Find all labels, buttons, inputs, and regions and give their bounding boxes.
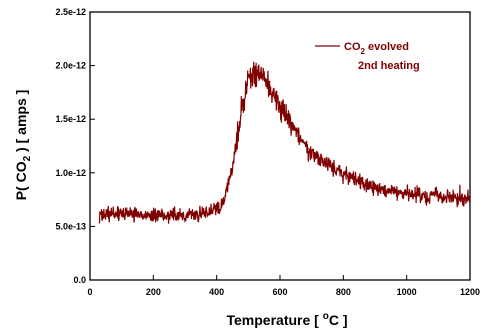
x-tick-label: 200 xyxy=(146,287,161,297)
x-axis-label: Temperature [ oC ] xyxy=(227,311,348,328)
y-tick-label: 0.0 xyxy=(73,275,86,285)
y-tick-label: 1.0e-12 xyxy=(55,168,86,178)
y-tick-label: 1.5e-12 xyxy=(55,114,86,124)
legend-label-line1: CO2 evolved xyxy=(344,41,409,56)
x-tick-label: 800 xyxy=(336,287,351,297)
x-tick-label: 400 xyxy=(209,287,224,297)
x-tick-label: 0 xyxy=(87,287,92,297)
x-tick-label: 600 xyxy=(272,287,287,297)
y-axis-label: P( CO2 ) [ amps ] xyxy=(13,90,33,201)
y-axis: 0.0 5.0e-13 1.0e-12 1.5e-12 2.0e-12 2.5e-12 xyxy=(55,7,95,285)
plot-frame xyxy=(89,11,471,281)
x-tick-label: 1200 xyxy=(460,287,480,297)
legend: CO2 evolved 2nd heating xyxy=(315,41,420,72)
x-axis: 0 200 400 600 800 1000 1200 xyxy=(87,275,480,297)
y-tick-label: 2.5e-12 xyxy=(55,7,86,17)
y-tick-label: 5.0e-13 xyxy=(55,221,86,231)
y-tick-label: 2.0e-12 xyxy=(55,61,86,71)
x-tick-label: 1000 xyxy=(397,287,417,297)
legend-label-line2: 2nd heating xyxy=(358,60,420,72)
series-line-co2-evolved xyxy=(98,61,471,224)
